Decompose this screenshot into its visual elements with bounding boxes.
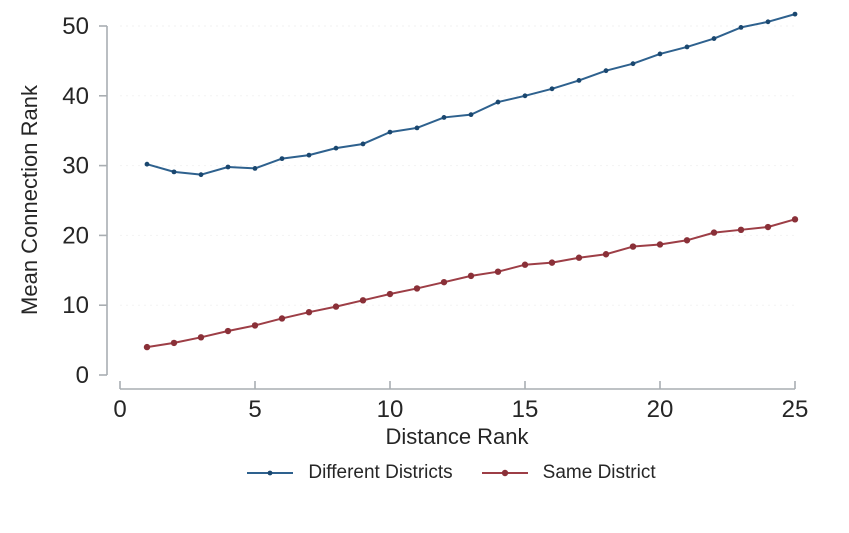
- data-point-marker: [413, 285, 421, 292]
- data-point-marker: [278, 315, 286, 322]
- y-tick-label: 0: [76, 362, 89, 389]
- data-point-marker: [197, 334, 205, 341]
- data-point-marker: [441, 115, 447, 120]
- data-point-marker: [791, 216, 799, 223]
- data-point-marker: [657, 51, 663, 57]
- data-point-marker: [225, 164, 231, 170]
- data-point-marker: [144, 161, 150, 167]
- x-tick-label: 25: [782, 396, 809, 423]
- series-line: [146, 218, 796, 349]
- data-point-marker: [414, 125, 420, 131]
- y-tick-label: 40: [62, 83, 89, 110]
- y-tick-label: 50: [62, 13, 89, 40]
- data-point-marker: [143, 343, 151, 351]
- data-point-marker: [198, 172, 204, 178]
- data-point-marker: [683, 237, 691, 244]
- legend-item: Same District: [481, 462, 656, 484]
- data-point-marker: [630, 61, 636, 67]
- data-point-marker: [711, 36, 717, 41]
- data-point-marker: [171, 169, 177, 175]
- data-point-marker: [764, 223, 772, 231]
- y-tick-label: 10: [62, 292, 89, 319]
- data-point-marker: [252, 165, 258, 171]
- legend-label: Different Districts: [308, 462, 453, 483]
- data-point-marker: [710, 229, 718, 236]
- data-point-marker: [386, 290, 394, 298]
- data-point-marker: [306, 152, 312, 158]
- data-point-marker: [737, 226, 745, 234]
- data-point-marker: [656, 241, 664, 248]
- data-point-marker: [359, 297, 367, 304]
- data-point-marker: [360, 141, 366, 147]
- y-tick-label: 20: [62, 222, 89, 249]
- legend: Different Districts Same District: [107, 462, 795, 484]
- x-tick-label: 20: [647, 396, 674, 423]
- data-point-marker: [279, 156, 285, 162]
- data-point-marker: [440, 278, 448, 286]
- data-point-marker: [576, 78, 582, 83]
- data-point-marker: [792, 11, 798, 17]
- x-axis-title: Distance Rank: [385, 424, 529, 449]
- data-point-marker: [468, 112, 474, 118]
- data-point-marker: [548, 259, 556, 266]
- x-tick-label: 0: [113, 396, 126, 423]
- data-point-marker: [495, 99, 501, 105]
- data-point-marker: [387, 129, 393, 135]
- data-point-marker: [629, 243, 637, 250]
- data-point-marker: [575, 254, 583, 261]
- series-line: [146, 13, 796, 176]
- legend-line-marker-icon: [481, 469, 528, 477]
- data-point-marker: [602, 251, 610, 258]
- data-point-marker: [224, 327, 232, 335]
- legend-item: Different Districts: [246, 462, 453, 484]
- x-tick-label: 15: [512, 396, 539, 423]
- data-point-marker: [170, 339, 178, 347]
- data-point-marker: [305, 308, 313, 316]
- data-point-marker: [494, 268, 502, 275]
- y-axis-title: Mean Connection Rank: [17, 85, 42, 315]
- data-point-marker: [684, 44, 690, 50]
- x-tick-label: 10: [377, 396, 404, 423]
- data-point-marker: [522, 93, 528, 99]
- data-point-marker: [603, 68, 609, 74]
- data-point-marker: [467, 272, 475, 280]
- data-point-marker: [251, 322, 259, 329]
- data-point-marker: [549, 86, 555, 92]
- data-point-marker: [521, 261, 529, 268]
- data-point-marker: [333, 145, 339, 151]
- data-point-marker: [765, 19, 771, 25]
- data-point-marker: [332, 303, 340, 310]
- legend-label: Same District: [542, 462, 656, 483]
- data-point-marker: [738, 24, 744, 30]
- legend-line-marker-icon: [247, 470, 294, 476]
- x-tick-label: 5: [248, 396, 261, 423]
- y-tick-label: 30: [62, 153, 89, 180]
